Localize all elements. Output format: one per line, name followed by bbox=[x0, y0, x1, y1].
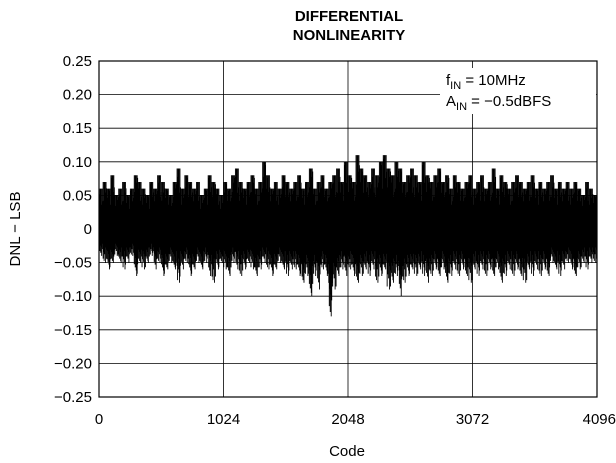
y-tick-label-10: −0.25 bbox=[54, 389, 92, 406]
y-tick-label-5: 0 bbox=[84, 221, 92, 238]
plot-frame bbox=[98, 60, 598, 398]
dnl-trace bbox=[98, 155, 598, 317]
y-tick-label-1: 0.20 bbox=[63, 87, 92, 104]
x-tick-label-0: 0 bbox=[95, 411, 103, 428]
y-tick-label-9: −0.20 bbox=[54, 355, 92, 372]
dnl-core-band bbox=[99, 215, 597, 243]
y-tick-label-8: −0.15 bbox=[54, 322, 92, 339]
x-tick-label-1: 1024 bbox=[207, 411, 240, 428]
y-tick-label-6: −0.05 bbox=[54, 255, 92, 272]
annotation-fin: fIN = 10MHz bbox=[446, 72, 526, 92]
annotation-fin-rest: = 10MHz bbox=[461, 72, 526, 89]
annotation-ain-rest: = −0.5dBFS bbox=[467, 93, 551, 110]
annotation-fin-main: f bbox=[446, 72, 451, 89]
y-tick-labels: 0.25 0.20 0.15 0.10 0.05 0 −0.05 −0.10 −0.15 −0.2… bbox=[54, 53, 92, 406]
y-tick-label-7: −0.10 bbox=[54, 288, 92, 305]
x-tick-labels: 0 1024 2048 3072 4096 bbox=[95, 411, 616, 428]
chart-title-line-1: DIFFERENTIAL bbox=[295, 8, 403, 25]
annotation-box-bg bbox=[440, 68, 596, 114]
x-tick-label-4: 4096 bbox=[583, 411, 616, 428]
x-axis-label: Code bbox=[329, 443, 365, 460]
annotation-ain-main: A bbox=[446, 93, 456, 110]
annotation-ain-sub: IN bbox=[456, 101, 467, 113]
y-tick-label-3: 0.10 bbox=[63, 154, 92, 171]
x-tick-label-2: 2048 bbox=[331, 411, 364, 428]
x-tick-label-3: 3072 bbox=[456, 411, 489, 428]
annotation-fin-sub: IN bbox=[450, 80, 461, 92]
y-tick-label-0: 0.25 bbox=[63, 53, 92, 70]
y-tick-label-4: 0.05 bbox=[63, 187, 92, 204]
annotation-ain: AIN = −0.5dBFS bbox=[446, 93, 551, 113]
chart-title-line-2: NONLINEARITY bbox=[293, 27, 406, 44]
y-tick-label-2: 0.15 bbox=[63, 120, 92, 137]
y-axis-label: DNL − LSB bbox=[7, 192, 24, 267]
